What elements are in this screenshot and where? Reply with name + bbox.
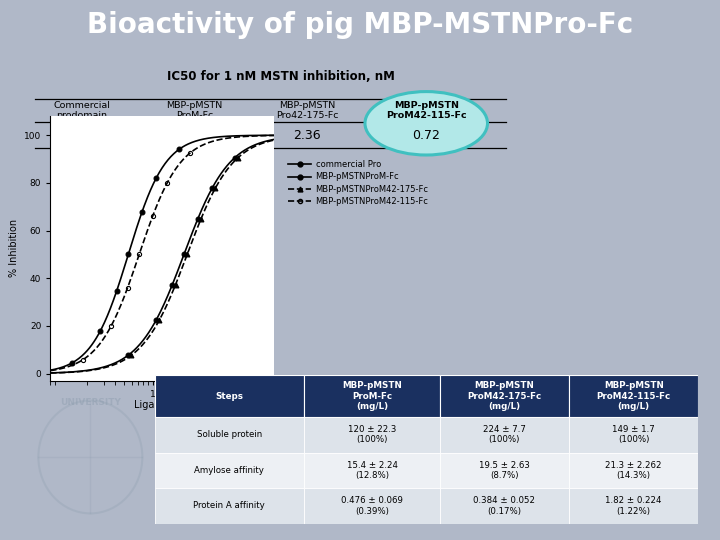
- Bar: [155, 453, 305, 488]
- Text: Amylose affinity: Amylose affinity: [194, 466, 264, 475]
- Text: Protein A affinity: Protein A affinity: [194, 502, 265, 510]
- Text: MBP-pMSTN
ProM42-115-Fc: MBP-pMSTN ProM42-115-Fc: [386, 100, 467, 120]
- Bar: [440, 488, 569, 524]
- Bar: [305, 488, 440, 524]
- Text: 0.384 ± 0.052
(0.17%): 0.384 ± 0.052 (0.17%): [473, 496, 536, 516]
- Ellipse shape: [365, 92, 487, 155]
- Text: Commercial
prodomain: Commercial prodomain: [53, 100, 110, 120]
- Bar: [569, 417, 698, 453]
- Text: 1.82 ± 0.224
(1.22%): 1.82 ± 0.224 (1.22%): [606, 496, 662, 516]
- Bar: [155, 375, 305, 417]
- X-axis label: Ligand co...: Ligand co...: [134, 400, 190, 410]
- Text: 120 ± 22.3
(100%): 120 ± 22.3 (100%): [348, 425, 397, 444]
- Text: Bioactivity of pig MBP-MSTNPro-Fc: Bioactivity of pig MBP-MSTNPro-Fc: [87, 11, 633, 39]
- Text: 149 ± 1.7
(100%): 149 ± 1.7 (100%): [612, 425, 655, 444]
- Text: 0.476 ± 0.069
(0.39%): 0.476 ± 0.069 (0.39%): [341, 496, 403, 516]
- Text: MBP-pMSTN
ProM42-115-Fc: MBP-pMSTN ProM42-115-Fc: [386, 100, 467, 120]
- Text: MBP-pMSTN
ProM42-175-Fc
(mg/L): MBP-pMSTN ProM42-175-Fc (mg/L): [467, 381, 541, 411]
- Text: 0.72: 0.72: [413, 129, 440, 141]
- Text: IC50 for 1 nM MSTN inhibition, nM: IC50 for 1 nM MSTN inhibition, nM: [166, 70, 395, 84]
- Text: 15.4 ± 2.24
(12.8%): 15.4 ± 2.24 (12.8%): [347, 461, 397, 480]
- Text: 0.72: 0.72: [413, 129, 440, 141]
- Text: 0.55: 0.55: [181, 129, 208, 141]
- Text: 19.5 ± 2.63
(8.7%): 19.5 ± 2.63 (8.7%): [479, 461, 530, 480]
- Bar: [305, 417, 440, 453]
- Text: MBP-pMSTN
ProM42-115-Fc
(mg/L): MBP-pMSTN ProM42-115-Fc (mg/L): [597, 381, 671, 411]
- Text: Soluble protein: Soluble protein: [197, 430, 262, 439]
- Text: UNIVERSITY: UNIVERSITY: [60, 397, 121, 407]
- Text: 21.3 ± 2.262
(14.3%): 21.3 ± 2.262 (14.3%): [606, 461, 662, 480]
- Bar: [155, 488, 305, 524]
- Bar: [440, 453, 569, 488]
- Text: MBP-pMSTN
ProM-Fc: MBP-pMSTN ProM-Fc: [166, 100, 222, 120]
- Bar: [305, 375, 440, 417]
- Bar: [440, 375, 569, 417]
- Bar: [440, 417, 569, 453]
- Bar: [155, 417, 305, 453]
- Bar: [305, 453, 440, 488]
- Text: 2.18: 2.18: [68, 129, 96, 141]
- Legend: commercial Pro, MBP-pMSTNProM-Fc, MBP-pMSTNProM42-175-Fc, MBP-pMSTNProM42-115-Fc: commercial Pro, MBP-pMSTNProM-Fc, MBP-pM…: [284, 157, 432, 210]
- Bar: [569, 375, 698, 417]
- Text: MBP-pMSTN
ProM-Fc
(mg/L): MBP-pMSTN ProM-Fc (mg/L): [343, 381, 402, 411]
- Y-axis label: % Inhibition: % Inhibition: [9, 219, 19, 278]
- Text: Steps: Steps: [215, 392, 243, 401]
- Text: 224 ± 7.7
(100%): 224 ± 7.7 (100%): [483, 425, 526, 444]
- Text: 2.36: 2.36: [293, 129, 321, 141]
- Bar: [569, 453, 698, 488]
- Text: MBP-pMSTN
Pro42-175-Fc: MBP-pMSTN Pro42-175-Fc: [276, 100, 338, 120]
- Bar: [569, 488, 698, 524]
